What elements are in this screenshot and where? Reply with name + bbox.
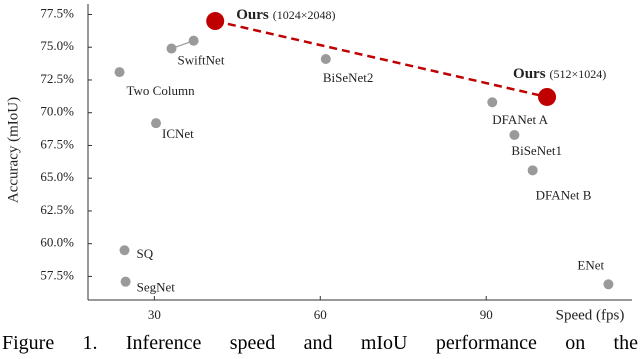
point-label: SwiftNet — [178, 53, 225, 68]
point-label: Ours (1024×2048) — [236, 7, 335, 23]
point — [538, 87, 557, 106]
point-label: SQ — [137, 246, 154, 261]
point — [509, 129, 520, 140]
label-name: Ours — [513, 66, 546, 82]
point — [206, 12, 225, 31]
point — [603, 279, 614, 290]
point — [114, 67, 125, 78]
chart: Speed (fps) Accuracy (mIoU) 57.5% 60.0% 62… — [5, 4, 632, 323]
point-label: DFANet B — [536, 187, 592, 202]
y-tick-label: 60.0% — [40, 235, 74, 250]
point-label: Two Column — [127, 83, 196, 98]
label-note: (1024×2048) — [273, 8, 336, 22]
point — [188, 35, 199, 46]
point-label: SegNet — [137, 280, 176, 295]
y-tick-label: 75.0% — [40, 38, 74, 53]
label-note: (512×1024) — [550, 67, 607, 81]
series-line — [214, 19, 548, 99]
y-axis-label: Accuracy (mIoU) — [5, 97, 21, 203]
y-tick-label: 57.5% — [40, 267, 74, 282]
point — [119, 245, 130, 256]
caption: Figure 1. Inference speed and mIoU perfo… — [2, 332, 638, 354]
x-tick-label: 60 — [314, 307, 327, 322]
x-tick-label: 30 — [148, 307, 161, 322]
y-tick-label: 77.5% — [40, 5, 74, 20]
y-tick-label: 67.5% — [40, 136, 74, 151]
point — [527, 165, 538, 176]
y-tick-label: 70.0% — [40, 104, 74, 119]
point-label: BiSeNet2 — [323, 70, 374, 85]
point-label: DFANet A — [492, 112, 548, 127]
x-axis-label: Speed (fps) — [556, 307, 625, 323]
point-label: Ours (512×1024) — [513, 66, 606, 82]
y-tick-label: 65.0% — [40, 169, 74, 184]
point — [151, 118, 162, 129]
y-tick-label: 72.5% — [40, 71, 74, 86]
x-tick-label: 90 — [480, 307, 493, 322]
point — [320, 54, 331, 65]
point — [166, 43, 177, 54]
point — [120, 276, 131, 287]
y-tick-label: 62.5% — [40, 202, 74, 217]
point — [487, 97, 498, 108]
label-name: Ours — [236, 7, 269, 23]
point-label: ICNet — [162, 126, 194, 141]
point-label: BiSeNet1 — [511, 143, 562, 158]
point-label: ENet — [577, 257, 604, 272]
